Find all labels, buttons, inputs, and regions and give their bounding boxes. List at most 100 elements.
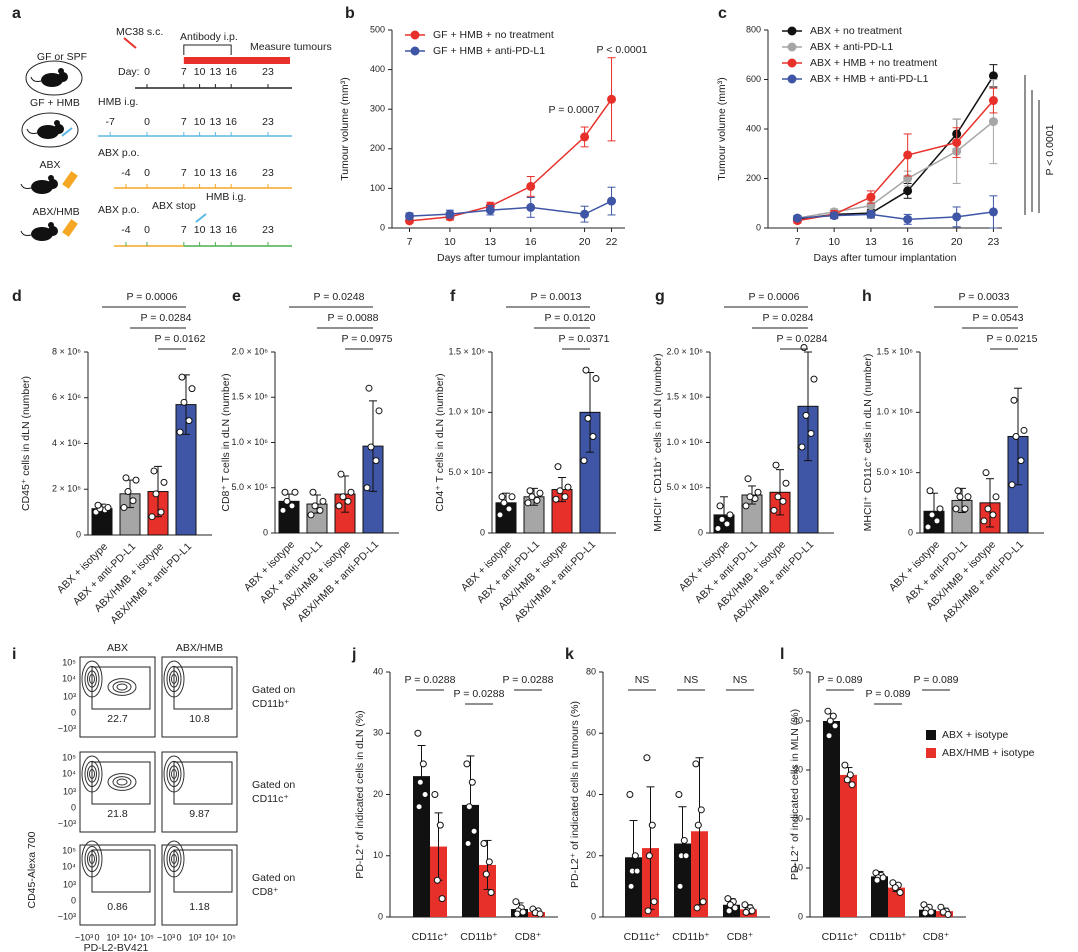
gate-percentage: 21.8 [107, 808, 128, 820]
data-point [742, 908, 750, 916]
data-point [468, 778, 476, 786]
data-point [552, 495, 560, 503]
data-point [319, 497, 327, 505]
data-point [438, 895, 446, 903]
y-tick-label: 500 [370, 24, 385, 34]
isolator-outline [25, 60, 83, 96]
data-point [288, 502, 296, 510]
legend-marker [787, 74, 797, 84]
day-number: 16 [225, 66, 237, 78]
legend-marker [787, 42, 797, 52]
data-point [607, 196, 617, 206]
day-number: 7 [181, 224, 187, 236]
data-point [1017, 457, 1025, 465]
data-point [772, 461, 780, 469]
data-point [988, 117, 998, 127]
panel-letter: c [718, 5, 727, 22]
mouse-body [31, 180, 53, 194]
data-point [843, 776, 851, 784]
day-label: Day: [118, 66, 140, 78]
x-tick-label: 16 [525, 236, 537, 248]
flow-y-tick: 0 [71, 802, 76, 812]
y-tick-label: 1.5 × 10⁶ [449, 346, 486, 356]
y-tick-label: 400 [370, 64, 385, 74]
legend-marker [410, 30, 420, 40]
flow-y-label: CD45-Alexa 700 [26, 831, 38, 908]
data-point [405, 211, 415, 221]
data-point [829, 211, 839, 221]
data-point [120, 504, 128, 512]
y-tick-label: 200 [746, 173, 761, 183]
pipette [61, 127, 73, 137]
x-axis-label: Days after tumour implantation [437, 252, 580, 264]
data-point [846, 771, 854, 779]
data-point [926, 487, 934, 495]
measure-label: Measure tumours [250, 41, 332, 53]
data-point [132, 476, 140, 484]
data-point [988, 96, 998, 106]
bar [413, 776, 430, 917]
annotation: P = 0.0033 [959, 291, 1010, 303]
data-point [682, 852, 690, 860]
y-tick-label: 40 [586, 789, 596, 799]
data-point [470, 827, 478, 835]
column-header: ABX/HMB [176, 642, 223, 654]
data-point [433, 876, 441, 884]
data-point [375, 407, 383, 415]
annotation: P = 0.0288 [503, 674, 554, 686]
data-point [645, 852, 653, 860]
data-point [989, 511, 997, 519]
data-point [1010, 396, 1018, 404]
flow-y-tick: 10³ [63, 691, 76, 701]
flow-y-tick: 10⁵ [62, 845, 76, 855]
flow-y-tick: 0 [71, 895, 76, 905]
y-tick-label: 50 [793, 666, 803, 676]
y-tick-label: 300 [370, 104, 385, 114]
day-number: 13 [210, 167, 222, 179]
category-label: CD11b⁺ [460, 931, 497, 943]
data-point [988, 71, 998, 81]
annotation: P = 0.0013 [531, 291, 582, 303]
data-point [802, 411, 810, 419]
panel-letter: d [12, 288, 22, 305]
data-point [580, 209, 590, 219]
y-tick-label: 2.0 × 10⁶ [667, 346, 704, 356]
data-point [1020, 426, 1028, 434]
y-tick-label: 8 × 10⁶ [52, 346, 81, 356]
y-axis-label: MHCII⁺ CD11c⁺ cells in dLN (number) [862, 354, 874, 532]
day-number: 13 [210, 66, 222, 78]
data-point [512, 898, 520, 906]
water-bottle [62, 219, 78, 237]
flow-x-label: PD-L2-BV421 [84, 942, 149, 952]
day-number: 23 [262, 167, 274, 179]
data-point [831, 722, 839, 730]
x-tick-label: 20 [951, 236, 963, 248]
data-point [754, 488, 762, 496]
contour [112, 681, 132, 693]
panel-letter: j [351, 646, 356, 663]
data-point [692, 760, 700, 768]
annotation: P < 0.0001 [1044, 124, 1056, 175]
flow-y-tick: 10⁵ [62, 752, 76, 762]
data-point [528, 493, 536, 501]
data-point [524, 499, 532, 507]
data-point [157, 508, 165, 516]
flow-plot-frame [161, 844, 238, 926]
gate-percentage: 22.7 [107, 713, 128, 725]
y-tick-label: 60 [586, 728, 596, 738]
treatment-label: ABX p.o. [98, 204, 139, 216]
data-point [726, 511, 734, 519]
mouse-ear [48, 175, 54, 181]
data-point [626, 791, 634, 798]
flow-x-tick: 10⁵ [140, 932, 154, 942]
contour [112, 776, 132, 788]
flow-x-tick: 10⁴ [123, 932, 137, 942]
flow-y-tick: 10³ [63, 879, 76, 889]
data-point [307, 511, 315, 519]
data-point [927, 908, 935, 916]
flow-y-tick: −10³ [58, 911, 76, 921]
annotation: P = 0.0284 [763, 312, 814, 324]
data-point [363, 484, 371, 492]
data-point [487, 889, 495, 896]
data-point [992, 493, 1000, 501]
